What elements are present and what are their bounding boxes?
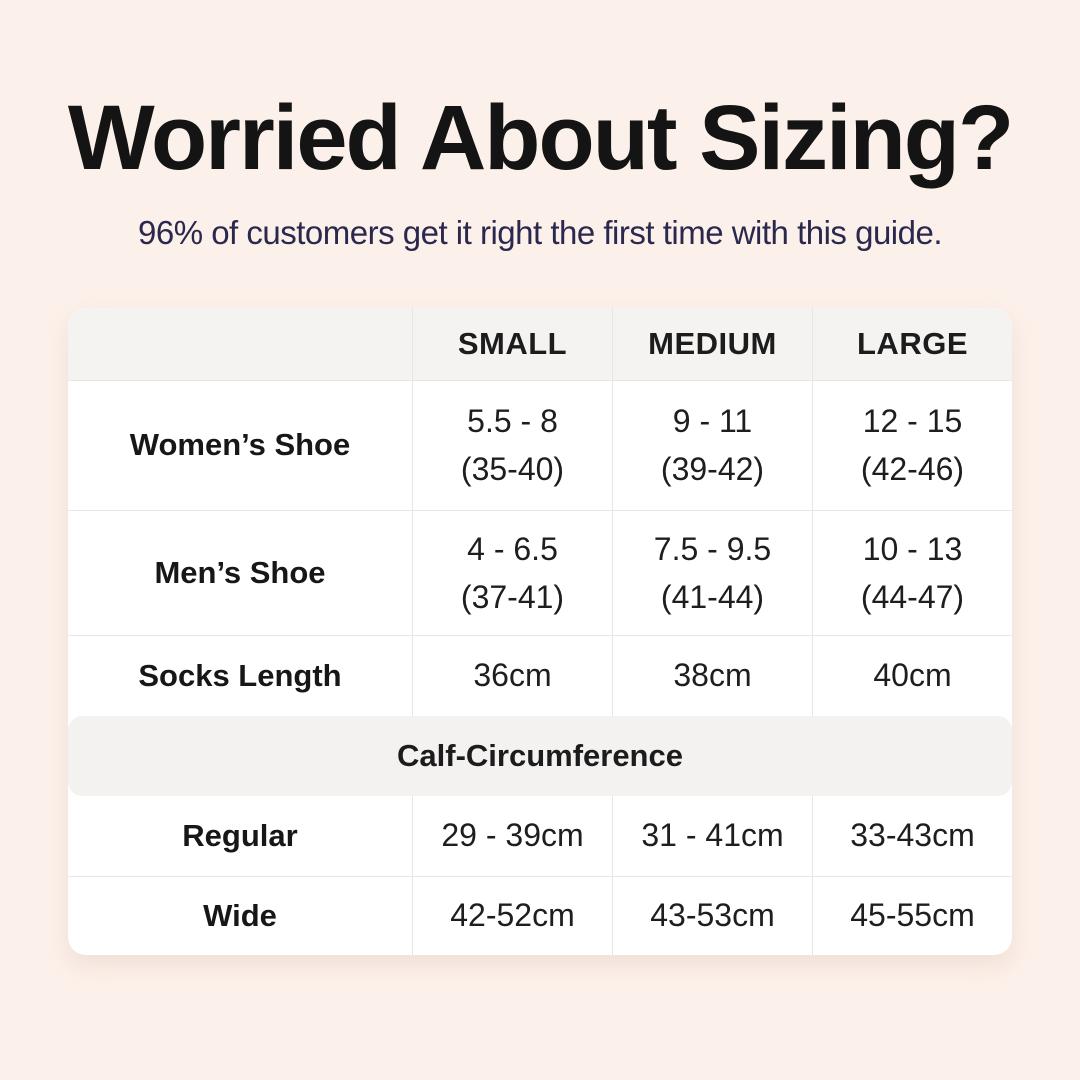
column-header-large: LARGE <box>812 307 1012 380</box>
table-corner-cell <box>68 307 412 380</box>
cell-womens-large: 12 - 15 (42-46) <box>812 379 1012 510</box>
shoe-range-eu: (37-41) <box>460 578 565 615</box>
size-chart-grid: SMALL MEDIUM LARGE Women’s Shoe 5.5 - 8 … <box>68 307 1012 955</box>
cell-socks-small: 36cm <box>412 634 612 716</box>
page-subtitle: 96% of customers get it right the first … <box>137 213 943 251</box>
row-label-regular: Regular <box>182 817 298 853</box>
cell-wide-large: 45-55cm <box>812 875 1012 955</box>
cell-wide-small: 42-52cm <box>412 875 612 955</box>
cell-socks-large: 40cm <box>812 634 1012 716</box>
row-label-womens-shoe: Women’s Shoe <box>68 379 412 510</box>
hero-header: Worried About Sizing? 96% of customers g… <box>0 0 1080 252</box>
shoe-range: 4 - 6.5 <box>467 530 558 567</box>
section-header-calf-circumference: Calf-Circumference <box>68 715 1012 796</box>
cell-mens-medium: 7.5 - 9.5 (41-44) <box>612 509 812 635</box>
size-chart-table: SMALL MEDIUM LARGE Women’s Shoe 5.5 - 8 … <box>68 307 1012 955</box>
shoe-range-eu: (44-47) <box>860 578 965 615</box>
cell-socks-medium: 38cm <box>612 634 812 716</box>
cell-wide-medium: 43-53cm <box>612 875 812 955</box>
shoe-range-eu: (39-42) <box>660 451 765 488</box>
section-header-label: Calf-Circumference <box>397 737 683 773</box>
shoe-range-eu: (35-40) <box>460 451 565 488</box>
shoe-range: 10 - 13 <box>862 530 963 567</box>
column-header-small: SMALL <box>412 307 612 380</box>
row-label-mens-shoe: Men’s Shoe <box>68 509 412 635</box>
row-label-socks-length: Socks Length <box>68 634 412 716</box>
shoe-range-eu: (42-46) <box>860 451 965 488</box>
shoe-range: 12 - 15 <box>862 403 963 440</box>
cell-womens-medium: 9 - 11 (39-42) <box>612 379 812 510</box>
shoe-range: 9 - 11 <box>672 403 753 440</box>
cell-mens-small: 4 - 6.5 (37-41) <box>412 509 612 635</box>
cell-regular-small: 29 - 39cm <box>412 795 612 876</box>
cell-womens-small: 5.5 - 8 (35-40) <box>412 379 612 510</box>
shoe-range: 5.5 - 8 <box>467 403 558 440</box>
column-header-medium: MEDIUM <box>612 307 812 380</box>
cell-regular-large: 33-43cm <box>812 795 1012 876</box>
shoe-range: 7.5 - 9.5 <box>653 530 772 567</box>
page-title: Worried About Sizing? <box>67 87 1014 189</box>
shoe-range-eu: (41-44) <box>660 578 765 615</box>
cell-regular-medium: 31 - 41cm <box>612 795 812 876</box>
row-label-wide: Wide <box>68 875 412 955</box>
cell-mens-large: 10 - 13 (44-47) <box>812 509 1012 635</box>
